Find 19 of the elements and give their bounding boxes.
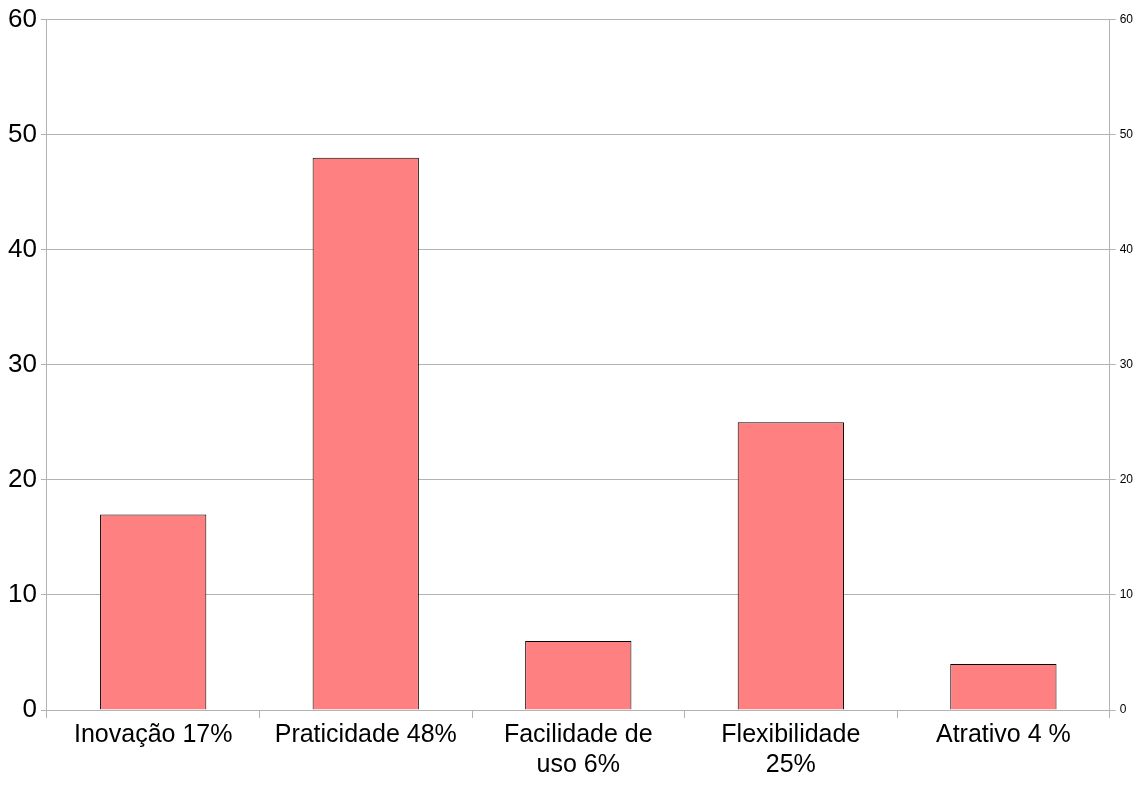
y2-tick-label: 60 (1119, 11, 1134, 26)
y-tick-label: 0 (22, 693, 37, 724)
y-tick-label: 60 (8, 2, 37, 33)
y2-tick-label: 50 (1119, 126, 1134, 141)
y2-tick-label: 40 (1119, 242, 1134, 257)
y2-tick-label: 30 (1119, 357, 1134, 372)
y-tick-label: 50 (8, 117, 37, 148)
x-tick-label: Inovação 17% (73, 718, 233, 747)
y-tick-label: 10 (8, 578, 37, 609)
x-tick-label: Atrativo 4 % (935, 718, 1071, 747)
y-tick-label: 20 (8, 463, 37, 494)
x-tick-label: Facilidade de uso 6% (503, 718, 653, 777)
y-tick-label: 40 (8, 232, 37, 263)
y-tick-label: 30 (8, 347, 37, 378)
x-tick-label: Flexibilidade 25% (721, 718, 861, 777)
y2-tick-label: 20 (1119, 472, 1134, 487)
y2-tick-label: 10 (1119, 587, 1134, 602)
x-tick-label: Praticidade 48% (274, 718, 457, 747)
y2-tick-label: 0 (1119, 702, 1127, 717)
